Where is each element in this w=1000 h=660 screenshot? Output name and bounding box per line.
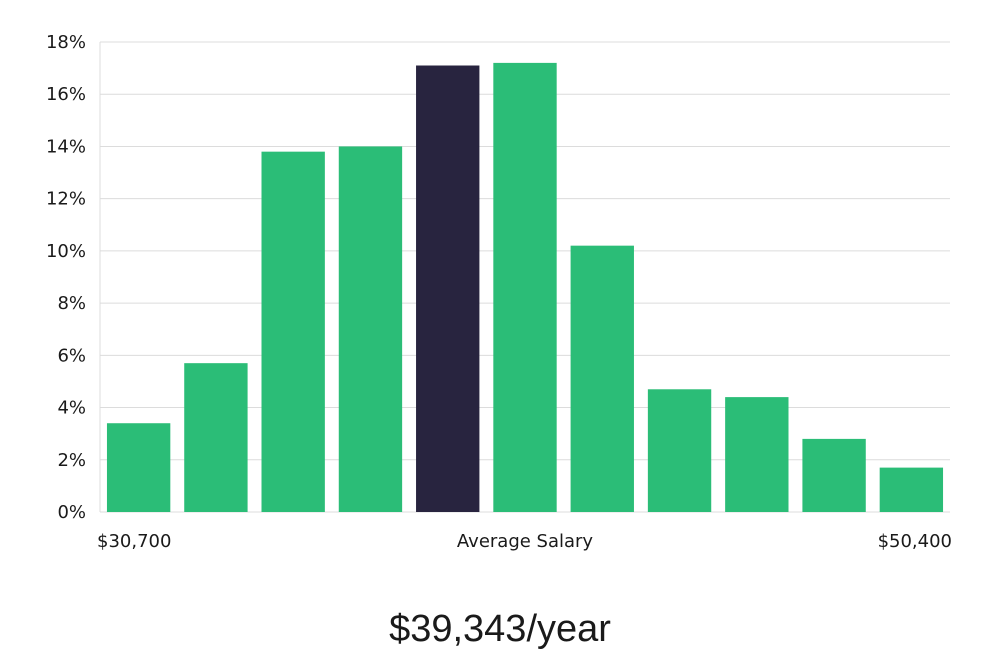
bar <box>802 438 866 512</box>
bar <box>647 389 712 512</box>
y-tick-label: 10% <box>46 241 86 262</box>
y-tick-label: 0% <box>57 502 86 523</box>
y-tick-label: 12% <box>46 189 86 210</box>
bars <box>106 62 944 513</box>
y-tick-label: 8% <box>57 293 86 314</box>
bar-average <box>416 65 480 512</box>
bar <box>725 397 789 512</box>
bar <box>184 363 248 512</box>
y-tick-label: 16% <box>46 84 86 105</box>
bar <box>338 146 403 512</box>
y-axis-ticks: 0% 2% 4% 6% 8% 10% 12% 14% 16% 18% <box>46 32 86 523</box>
bar <box>106 423 171 512</box>
y-tick-label: 2% <box>57 450 86 471</box>
x-label-min: $30,700 <box>97 531 171 552</box>
y-tick-label: 14% <box>46 136 86 157</box>
y-tick-label: 4% <box>57 398 86 419</box>
x-label-max: $50,400 <box>878 531 952 552</box>
x-label-average: Average Salary <box>457 531 594 552</box>
average-salary-value: $39,343/year <box>389 608 611 650</box>
bar <box>879 467 944 512</box>
y-tick-label: 18% <box>46 32 86 53</box>
bar <box>570 245 634 512</box>
bar <box>493 62 557 513</box>
bar <box>261 151 325 512</box>
y-tick-label: 6% <box>57 345 86 366</box>
chart-canvas: 0% 2% 4% 6% 8% 10% 12% 14% 16% 18% $30,700 Averag… <box>46 32 952 552</box>
